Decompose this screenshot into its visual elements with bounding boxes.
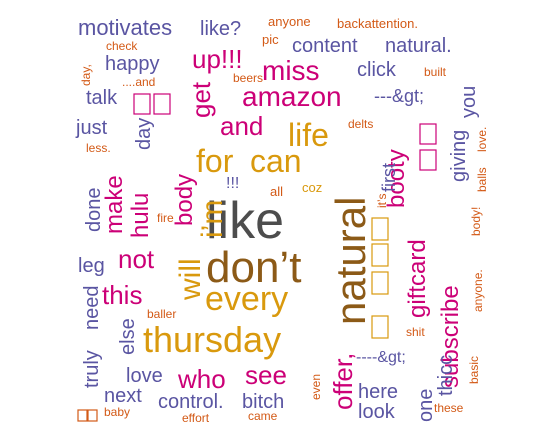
cloud-word: love. xyxy=(475,127,489,152)
cloud-word: and xyxy=(220,111,263,141)
cloud-word: ....and xyxy=(122,75,155,89)
cloud-word: motivates xyxy=(78,15,172,40)
cloud-word: delts xyxy=(348,117,373,131)
cloud-word: ---&gt; xyxy=(374,86,424,106)
cloud-word: anyone xyxy=(268,14,311,29)
cloud-word: subscribe xyxy=(437,285,464,388)
cloud-word: basic xyxy=(467,356,481,384)
cloud-word: don’t xyxy=(206,243,301,292)
cloud-word: up!!! xyxy=(192,44,243,74)
cloud-word: offer, xyxy=(328,353,358,410)
cloud-word: backattention. xyxy=(337,16,418,31)
cloud-word: make xyxy=(101,175,128,234)
cloud-word: you xyxy=(458,86,480,118)
cloud-word: done xyxy=(83,188,105,233)
glyph-placeholder-box xyxy=(371,217,389,241)
cloud-word: coz xyxy=(302,180,322,195)
cloud-word: anyone. xyxy=(471,269,485,312)
cloud-word: for xyxy=(196,143,234,179)
cloud-word: need xyxy=(81,286,103,331)
cloud-word: get xyxy=(186,81,216,118)
cloud-word: check xyxy=(106,39,138,53)
glyph-placeholder-box xyxy=(153,93,171,115)
cloud-word: love xyxy=(126,365,163,387)
cloud-word: pic xyxy=(262,32,279,47)
cloud-word: see xyxy=(245,360,287,390)
cloud-word: balls xyxy=(475,167,489,192)
cloud-word: built xyxy=(424,65,447,79)
cloud-word: giving xyxy=(448,130,470,182)
cloud-word: baby xyxy=(104,405,130,419)
cloud-word: booty xyxy=(383,149,410,208)
cloud-word: content xyxy=(292,35,358,57)
cloud-word: truly xyxy=(81,350,103,388)
cloud-word: body xyxy=(171,174,198,226)
cloud-word: just xyxy=(75,117,108,139)
cloud-word: amazon xyxy=(242,81,342,112)
cloud-word: bitch xyxy=(242,391,284,413)
cloud-word: it’s xyxy=(375,194,389,208)
glyph-placeholder-box xyxy=(419,123,437,145)
glyph-placeholders xyxy=(77,93,437,422)
cloud-word: control. xyxy=(158,391,224,413)
cloud-word: click xyxy=(357,59,397,81)
cloud-word: look xyxy=(358,401,396,423)
cloud-word: natural. xyxy=(385,35,452,57)
cloud-word: shit xyxy=(406,325,425,339)
cloud-word: life xyxy=(288,117,329,153)
cloud-word: first xyxy=(379,163,399,192)
cloud-word: who xyxy=(177,364,226,394)
cloud-word: like? xyxy=(200,18,241,40)
cloud-word: else xyxy=(117,318,139,355)
cloud-word: talk xyxy=(86,87,118,109)
cloud-word: day xyxy=(133,118,155,150)
cloud-word: !!! xyxy=(226,175,239,192)
glyph-placeholder-box xyxy=(419,149,437,171)
cloud-word: ----&gt; xyxy=(356,349,406,366)
cloud-word: here xyxy=(358,381,398,403)
cloud-word: all xyxy=(270,184,283,199)
cloud-word: beers xyxy=(233,71,263,85)
cloud-word: thicc xyxy=(435,355,457,396)
cloud-word: this xyxy=(102,280,142,310)
cloud-word: day, xyxy=(79,64,93,86)
glyph-placeholder-box xyxy=(133,93,151,115)
cloud-word: miss xyxy=(262,55,320,86)
cloud-word: not xyxy=(118,244,155,274)
glyph-placeholder-box xyxy=(77,409,88,422)
cloud-word: one xyxy=(415,389,437,422)
glyph-placeholder-box xyxy=(371,271,389,295)
cloud-word: like xyxy=(206,192,284,250)
cloud-word: fire xyxy=(157,211,174,225)
cloud-word: will xyxy=(174,258,207,301)
cloud-word: can xyxy=(250,143,302,179)
cloud-word: every xyxy=(205,280,288,318)
glyph-placeholder-box xyxy=(87,409,98,422)
cloud-word: even xyxy=(309,374,323,400)
cloud-word: body! xyxy=(469,207,483,236)
cloud-word: next xyxy=(104,385,142,407)
cloud-word: giftcard xyxy=(404,239,431,318)
cloud-word: these xyxy=(434,401,464,415)
cloud-word: i’m xyxy=(196,200,229,238)
glyph-placeholder-box xyxy=(371,315,389,339)
cloud-word: less. xyxy=(86,141,111,155)
cloud-word: came xyxy=(248,409,278,423)
cloud-word: baller xyxy=(147,307,176,321)
cloud-word: natural xyxy=(327,197,374,325)
cloud-word: thursday xyxy=(143,319,281,360)
cloud-word: happy xyxy=(105,53,160,75)
cloud-word: hulu xyxy=(127,193,154,238)
cloud-word: effort xyxy=(182,411,210,425)
glyph-placeholder-box xyxy=(371,243,389,267)
cloud-word: leg xyxy=(78,255,105,277)
